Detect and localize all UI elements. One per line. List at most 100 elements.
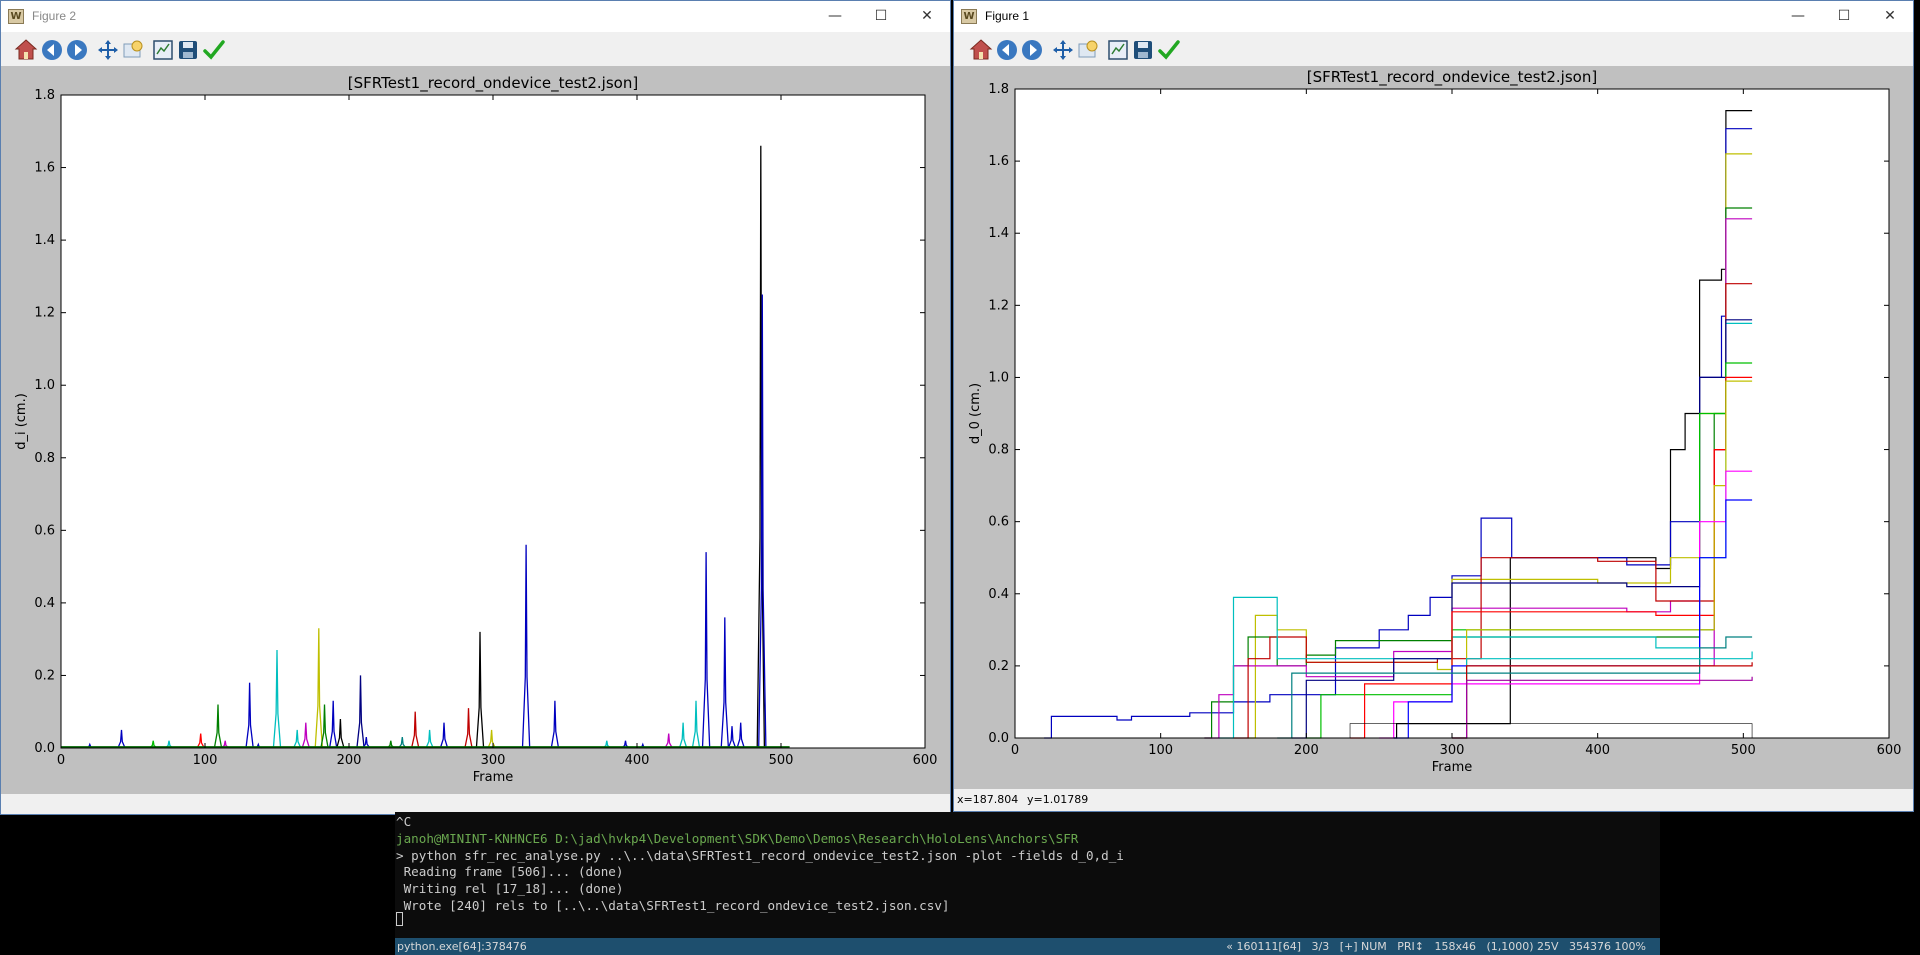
check-icon[interactable] [1157, 38, 1181, 62]
window-title: Figure 2 [32, 9, 77, 23]
save-icon[interactable] [1131, 38, 1155, 62]
y-tick-label: 1.4 [988, 226, 1009, 241]
data-spike [328, 700, 338, 749]
figure1-window: W Figure 1 — ☐ ✕ 0 100 200 300 400 500 600 0.0 0… [953, 0, 1914, 812]
console-line: Reading frame [506]... (done) [396, 864, 624, 880]
x-tick-label: 500 [1731, 743, 1756, 758]
data-spike [736, 722, 745, 749]
y-tick-label: 0.2 [988, 659, 1009, 674]
y-tick-label: 0.0 [988, 731, 1009, 746]
save-icon[interactable] [176, 38, 200, 62]
check-icon-glyph [203, 40, 225, 60]
data-spike [314, 628, 324, 749]
console-status-left: python.exe[64]:378476 [397, 940, 527, 953]
x-tick-label: 200 [1294, 743, 1319, 758]
subplots-icon[interactable] [1106, 38, 1130, 62]
maximize-button[interactable]: ☐ [1837, 8, 1851, 24]
home-icon[interactable] [969, 38, 993, 62]
figure1-plot[interactable]: 0 100 200 300 400 500 600 0.0 0.2 0.4 0.6 0.8 1.0 1.2… [954, 66, 1913, 789]
home-icon-glyph [14, 39, 38, 60]
figure2-toolbar [1, 32, 950, 66]
figure2-statusbar [1, 794, 950, 814]
maximize-button[interactable]: ☐ [874, 8, 888, 24]
x-tick-label: 600 [1877, 743, 1902, 758]
figure1-canvas[interactable]: 0 100 200 300 400 500 600 0.0 0.2 0.4 0.6 0.8 1.0 1.2… [954, 66, 1913, 789]
minimize-button[interactable]: — [1791, 8, 1805, 24]
zoom-icon[interactable] [1076, 38, 1100, 62]
forward-icon-glyph [1022, 40, 1042, 60]
pan-icon-glyph [1053, 40, 1073, 60]
zoom-icon[interactable] [121, 38, 145, 62]
data-series [1044, 128, 1753, 739]
zoom-icon-glyph [123, 40, 143, 58]
close-button[interactable]: ✕ [1884, 8, 1896, 24]
data-spike [439, 722, 449, 749]
y-tick-label: 0.4 [988, 587, 1009, 602]
pan-icon-glyph [98, 40, 118, 60]
data-spike [691, 700, 701, 749]
y-tick-label: 1.6 [34, 161, 55, 176]
x-axis-label: Frame [1432, 760, 1473, 775]
figure2-titlebar[interactable]: W Figure 2 — ☐ ✕ [1, 1, 950, 32]
back-icon[interactable] [40, 38, 64, 62]
minimize-button[interactable]: — [828, 8, 842, 24]
y-tick-label: 0.2 [34, 668, 55, 683]
data-spike [425, 729, 434, 749]
figure2-plot[interactable]: 0 100 200 300 400 500 600 0.0 0.2 0.4 0.6 0.8 1.0 1.2… [1, 66, 950, 794]
close-button[interactable]: ✕ [921, 8, 933, 24]
data-spike [678, 722, 688, 749]
check-icon-glyph [1158, 40, 1180, 60]
data-spike [756, 145, 766, 749]
save-icon-glyph [1134, 41, 1152, 59]
x-tick-label: 0 [1011, 743, 1019, 758]
y-tick-label: 1.0 [988, 370, 1009, 385]
data-spike [336, 718, 345, 749]
figure1-titlebar[interactable]: W Figure 1 — ☐ ✕ [954, 1, 1913, 32]
forward-icon[interactable] [1020, 38, 1044, 62]
console-cursor [396, 912, 403, 926]
figure1-statusbar: x=187.804 y=1.01789 [954, 789, 1913, 811]
x-tick-label: 100 [1148, 743, 1173, 758]
pan-icon[interactable] [96, 38, 120, 62]
console-line: Writing rel [17_18]... (done) [396, 881, 624, 897]
y-tick-label: 0.8 [34, 451, 55, 466]
data-spike [701, 552, 711, 749]
subplots-icon[interactable] [151, 38, 175, 62]
data-spike [720, 617, 730, 749]
forward-icon[interactable] [65, 38, 89, 62]
chart-title: [SFRTest1_record_ondevice_test2.json] [1307, 68, 1597, 87]
y-axis-label: d_i (cm.) [14, 393, 29, 450]
data-spike [664, 733, 673, 749]
plot-area [61, 95, 925, 748]
x-tick-label: 500 [769, 753, 794, 768]
x-tick-label: 300 [481, 753, 506, 768]
cursor-y-readout: y=1.01789 [1027, 793, 1089, 806]
home-icon[interactable] [14, 38, 38, 62]
console-line: janoh@MININT-KNHNCE6 D:\jad\hvkp4\Develo… [396, 830, 1079, 846]
x-tick-label: 200 [337, 753, 362, 768]
figure1-toolbar [954, 32, 1913, 66]
data-spike [550, 700, 560, 749]
data-spike [245, 682, 254, 749]
zoom-icon-glyph [1078, 40, 1098, 58]
console-window[interactable]: ^C janoh@MININT-KNHNCE6 D:\jad\hvkp4\Deve… [395, 812, 1660, 955]
data-spike [521, 544, 531, 749]
data-spike [196, 733, 205, 749]
data-spike [272, 649, 282, 749]
window-title: Figure 1 [985, 9, 1030, 23]
data-spike [356, 675, 365, 749]
back-icon[interactable] [995, 38, 1019, 62]
data-spike [398, 737, 407, 749]
check-icon[interactable] [202, 38, 226, 62]
y-tick-label: 0.6 [988, 515, 1009, 530]
data-spike [758, 294, 767, 749]
pan-icon[interactable] [1051, 38, 1075, 62]
figure2-canvas[interactable]: 0 100 200 300 400 500 600 0.0 0.2 0.4 0.6 0.8 1.0 1.2… [1, 66, 950, 794]
x-tick-label: 600 [913, 753, 938, 768]
y-tick-label: 1.2 [988, 298, 1009, 313]
forward-icon-glyph [67, 40, 87, 60]
y-tick-label: 1.8 [34, 88, 55, 103]
subplots-icon-glyph [153, 40, 173, 60]
data-spike [464, 708, 473, 749]
y-tick-label: 1.2 [34, 306, 55, 321]
